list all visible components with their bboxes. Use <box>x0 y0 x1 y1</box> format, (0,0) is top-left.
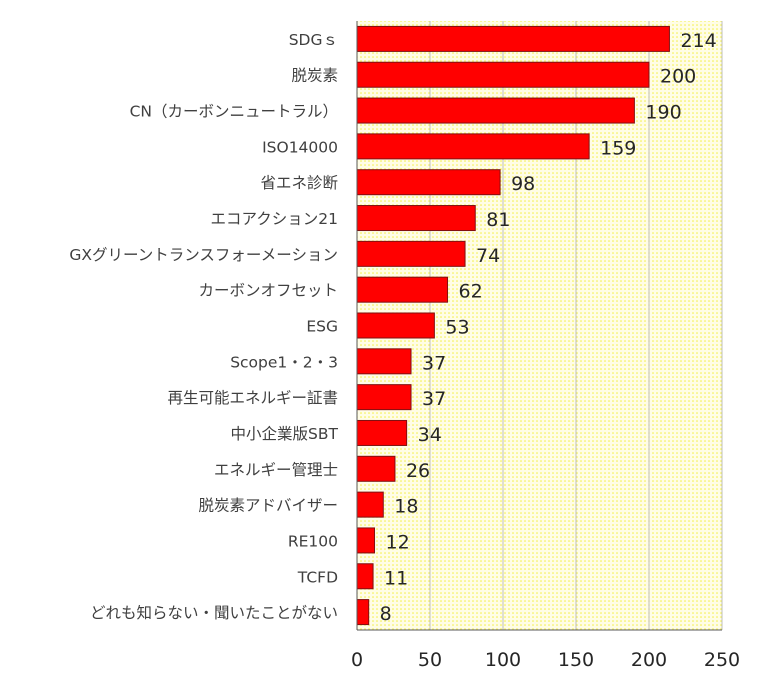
bar <box>356 169 501 196</box>
bar <box>356 348 412 375</box>
value-label: 8 <box>380 603 392 625</box>
x-tick-label: 150 <box>558 649 594 671</box>
category-label: ISO14000 <box>262 138 338 156</box>
category-label: どれも知らない・聞いたことがない <box>90 604 338 622</box>
value-label: 37 <box>422 388 446 410</box>
category-label: SDGｓ <box>289 31 338 49</box>
bar <box>356 240 466 267</box>
category-label: 再生可能エネルギー証書 <box>167 389 338 407</box>
category-label: エコアクション21 <box>211 210 338 228</box>
x-tick-label: 50 <box>418 649 442 671</box>
category-label: RE100 <box>288 532 338 550</box>
category-label: ESG <box>306 318 338 336</box>
value-label: 26 <box>406 460 430 482</box>
x-tick-label: 0 <box>351 649 363 671</box>
value-label: 18 <box>394 496 418 518</box>
value-label: 81 <box>486 209 510 231</box>
category-label: 中小企業版SBT <box>231 425 339 443</box>
value-label: 159 <box>600 137 636 159</box>
category-label: 省エネ診断 <box>260 174 338 192</box>
value-label: 12 <box>386 531 410 553</box>
value-label: 11 <box>384 567 408 589</box>
bar <box>356 133 590 160</box>
x-tick-label: 200 <box>631 649 667 671</box>
category-label: GXグリーントランスフォーメーション <box>69 246 338 264</box>
bar <box>356 61 650 88</box>
x-tick-label: 100 <box>485 649 521 671</box>
value-label: 37 <box>422 352 446 374</box>
category-label: エネルギー管理士 <box>214 461 338 479</box>
x-tick-label: 250 <box>704 649 740 671</box>
value-label: 74 <box>476 245 500 267</box>
value-label: 190 <box>645 102 681 124</box>
bar <box>356 205 476 232</box>
bar <box>356 312 435 339</box>
bar <box>356 419 408 446</box>
value-label: 34 <box>418 424 442 446</box>
value-label: 214 <box>680 30 716 52</box>
value-label: 62 <box>459 281 483 303</box>
category-label: TCFD <box>297 568 338 586</box>
value-label: 200 <box>660 66 696 88</box>
bar <box>356 491 384 518</box>
category-label: 脱炭素アドバイザー <box>198 497 338 515</box>
bar <box>356 563 374 590</box>
bar <box>356 25 670 52</box>
bar <box>356 455 396 482</box>
bar <box>356 97 635 124</box>
bars <box>356 25 670 626</box>
bar <box>356 384 412 411</box>
category-label: CN（カーボンニュートラル） <box>130 103 338 121</box>
category-label: カーボンオフセット <box>198 282 338 300</box>
bar <box>356 527 376 554</box>
category-label: 脱炭素 <box>291 67 338 85</box>
category-labels: SDGｓ 脱炭素 CN（カーボンニュートラル） ISO14000 省エネ診断エコアクショ… <box>69 31 338 622</box>
bar <box>356 276 449 303</box>
x-tick-labels: 0 50 100 150 200 250 <box>351 649 740 671</box>
value-label: 98 <box>511 173 535 195</box>
bar <box>356 599 370 626</box>
value-label: 53 <box>445 317 469 339</box>
category-label: Scope1・2・3 <box>230 353 338 371</box>
